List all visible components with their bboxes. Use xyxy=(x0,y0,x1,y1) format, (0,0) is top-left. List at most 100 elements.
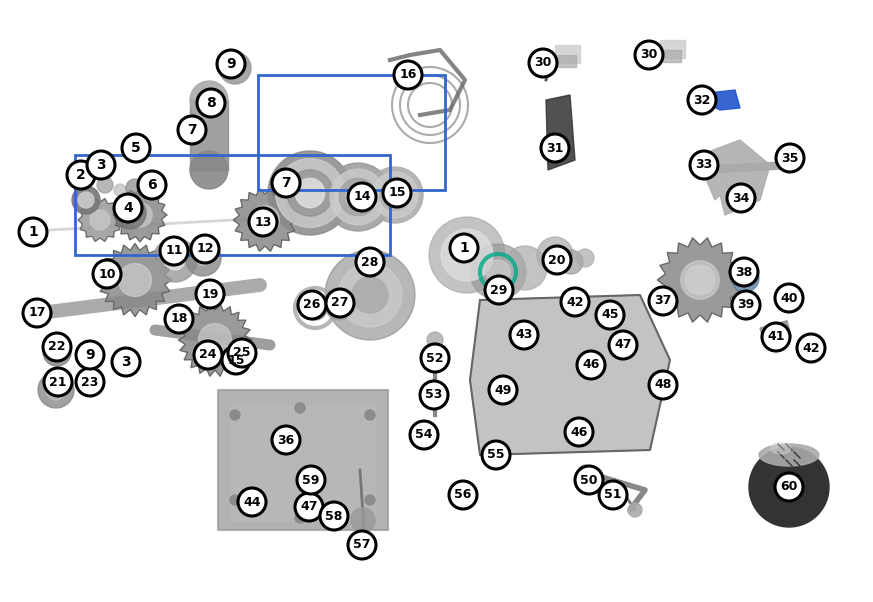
Circle shape xyxy=(449,481,477,509)
Circle shape xyxy=(126,179,144,197)
Circle shape xyxy=(80,345,100,365)
Text: 58: 58 xyxy=(326,509,343,523)
Circle shape xyxy=(325,250,415,340)
Text: 55: 55 xyxy=(487,448,505,462)
Text: 22: 22 xyxy=(48,341,65,353)
Text: 45: 45 xyxy=(601,308,619,321)
Text: 16: 16 xyxy=(399,69,416,81)
Text: 41: 41 xyxy=(767,330,785,344)
Circle shape xyxy=(272,426,300,454)
Circle shape xyxy=(356,248,384,276)
Circle shape xyxy=(324,163,392,231)
Text: 29: 29 xyxy=(491,284,508,297)
Circle shape xyxy=(230,495,240,505)
Circle shape xyxy=(352,277,388,313)
Circle shape xyxy=(351,508,375,532)
Circle shape xyxy=(249,208,277,236)
Circle shape xyxy=(485,276,513,304)
Polygon shape xyxy=(546,95,575,170)
Circle shape xyxy=(599,481,627,509)
Circle shape xyxy=(90,210,110,230)
Circle shape xyxy=(295,403,305,413)
Circle shape xyxy=(76,368,104,396)
Circle shape xyxy=(165,305,193,333)
Text: 49: 49 xyxy=(494,383,512,397)
Text: 24: 24 xyxy=(199,349,217,361)
Text: 23: 23 xyxy=(81,376,99,388)
Text: 12: 12 xyxy=(196,243,214,255)
Circle shape xyxy=(609,331,637,359)
Text: 35: 35 xyxy=(781,152,799,164)
Text: 47: 47 xyxy=(300,500,318,514)
Text: 26: 26 xyxy=(303,299,320,311)
Circle shape xyxy=(228,339,256,367)
Circle shape xyxy=(178,116,206,144)
Circle shape xyxy=(87,151,115,179)
Bar xyxy=(660,40,685,58)
Circle shape xyxy=(268,151,352,235)
Circle shape xyxy=(119,264,152,297)
Polygon shape xyxy=(690,90,740,110)
Circle shape xyxy=(429,217,505,293)
Text: 54: 54 xyxy=(416,429,433,441)
Circle shape xyxy=(372,172,418,218)
Circle shape xyxy=(297,466,325,494)
Circle shape xyxy=(762,323,790,351)
Text: 9: 9 xyxy=(86,348,95,362)
Circle shape xyxy=(727,184,755,212)
Text: 32: 32 xyxy=(693,93,711,107)
Circle shape xyxy=(348,183,376,211)
Circle shape xyxy=(690,151,718,179)
Text: 28: 28 xyxy=(361,255,379,268)
Circle shape xyxy=(482,441,510,469)
Circle shape xyxy=(122,134,150,162)
Circle shape xyxy=(67,161,95,189)
Circle shape xyxy=(365,495,375,505)
Text: 21: 21 xyxy=(49,376,66,388)
Circle shape xyxy=(19,218,47,246)
Circle shape xyxy=(775,473,803,501)
Text: 56: 56 xyxy=(454,488,471,501)
Text: 53: 53 xyxy=(425,388,443,402)
Circle shape xyxy=(367,167,423,223)
Circle shape xyxy=(681,261,719,299)
Text: 1: 1 xyxy=(459,241,469,255)
Circle shape xyxy=(46,380,66,400)
Circle shape xyxy=(649,287,677,315)
Circle shape xyxy=(191,235,219,263)
Text: 15: 15 xyxy=(227,353,244,367)
Circle shape xyxy=(93,260,121,288)
Bar xyxy=(258,75,445,190)
Circle shape xyxy=(23,299,51,327)
Circle shape xyxy=(797,334,825,362)
Circle shape xyxy=(730,258,758,286)
Text: 43: 43 xyxy=(515,329,533,341)
Circle shape xyxy=(340,178,377,216)
Polygon shape xyxy=(470,295,670,455)
Circle shape xyxy=(510,321,538,349)
Circle shape xyxy=(112,348,140,376)
Circle shape xyxy=(338,263,402,327)
Ellipse shape xyxy=(771,442,791,454)
Polygon shape xyxy=(233,189,297,251)
Circle shape xyxy=(194,341,222,369)
Circle shape xyxy=(420,381,448,409)
Circle shape xyxy=(303,296,327,320)
Circle shape xyxy=(732,291,760,319)
Circle shape xyxy=(489,376,517,404)
Bar xyxy=(218,390,388,530)
Text: 1: 1 xyxy=(28,225,38,239)
Circle shape xyxy=(190,81,228,119)
Bar xyxy=(190,100,228,170)
Circle shape xyxy=(346,185,370,209)
Text: 18: 18 xyxy=(170,312,188,326)
Text: 42: 42 xyxy=(802,341,820,355)
Circle shape xyxy=(537,237,573,273)
Circle shape xyxy=(326,289,354,317)
Text: 42: 42 xyxy=(567,296,584,308)
Circle shape xyxy=(78,192,94,208)
Bar xyxy=(760,321,791,344)
Circle shape xyxy=(385,185,405,205)
Circle shape xyxy=(543,246,571,274)
Text: 3: 3 xyxy=(121,355,131,369)
